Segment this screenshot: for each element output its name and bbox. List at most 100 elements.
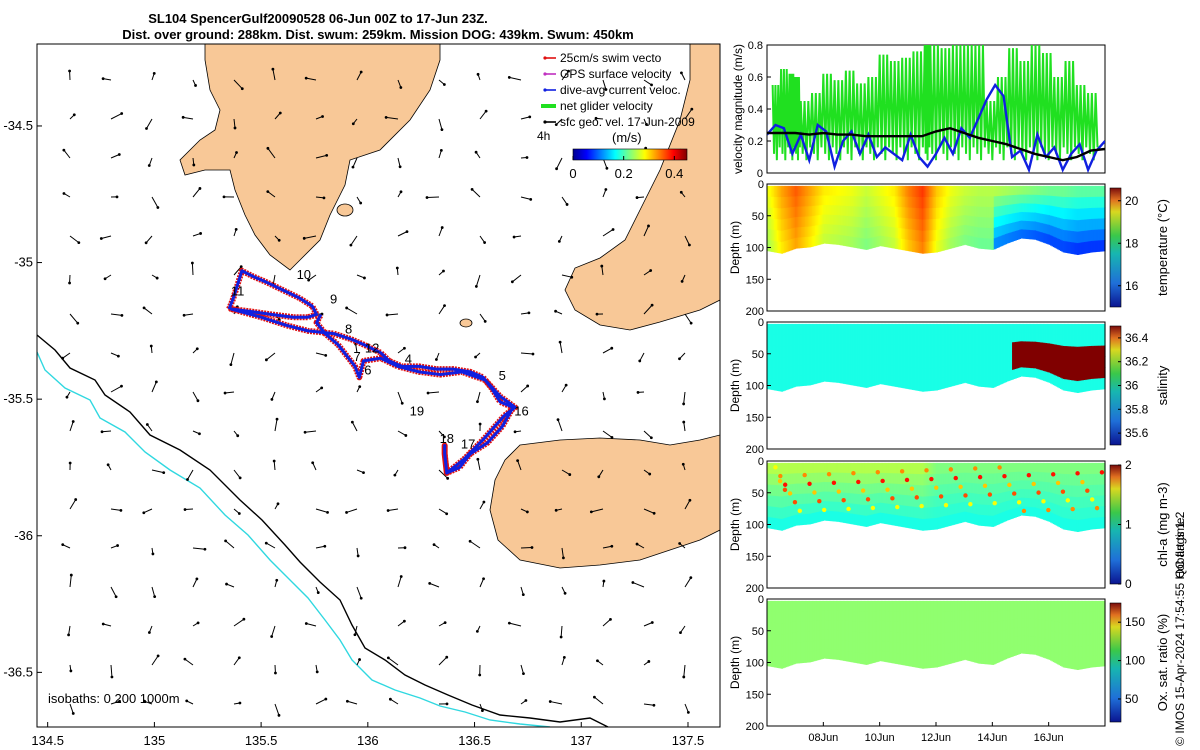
section-cell — [857, 365, 860, 377]
section-cell — [999, 503, 1002, 514]
geo-arrow-head — [605, 166, 609, 170]
section-cell — [792, 505, 795, 517]
section-cell — [1026, 358, 1029, 369]
section-cell — [945, 515, 948, 527]
section-cell — [1083, 507, 1086, 520]
section-cell — [940, 506, 943, 518]
section-cell — [903, 494, 906, 507]
section-cell — [1089, 230, 1092, 242]
section-cell — [831, 333, 834, 344]
section-cell — [1071, 485, 1074, 498]
section-cell — [1055, 494, 1058, 505]
section-cell — [793, 196, 796, 208]
section-cell — [968, 482, 971, 494]
section-cell — [930, 379, 933, 391]
section-cell — [1009, 370, 1012, 381]
section-cell — [851, 196, 854, 207]
section-cell — [926, 474, 929, 486]
section-cell — [952, 185, 955, 197]
section-cell — [1093, 334, 1096, 347]
section-cell — [838, 363, 841, 374]
section-cell — [906, 356, 909, 368]
section-cell — [905, 323, 908, 336]
section-cell — [790, 473, 793, 485]
section-cell — [1040, 323, 1043, 334]
section-cell — [892, 216, 895, 228]
section-cell — [814, 235, 817, 246]
section-cell — [771, 462, 774, 475]
section-cell — [930, 323, 933, 336]
section-cell — [972, 206, 975, 217]
section-cell — [1083, 379, 1086, 392]
section-cell — [882, 354, 885, 365]
geo-arrow-head — [62, 148, 66, 152]
section-cell — [854, 237, 857, 248]
section-cell — [816, 373, 819, 384]
section-cell — [840, 373, 843, 384]
section-cell — [1065, 230, 1068, 242]
section-cell — [954, 364, 957, 376]
section-cell — [912, 367, 915, 380]
section-cell — [837, 224, 840, 236]
section-cell — [1075, 485, 1078, 498]
section-cell — [1026, 350, 1029, 360]
section-cell — [1034, 359, 1037, 369]
section-cell — [1076, 346, 1079, 359]
section-cell — [779, 496, 782, 509]
section-cell — [888, 206, 891, 218]
geo-arrow-head — [351, 122, 355, 126]
section-cell — [845, 225, 848, 237]
section-cell — [1006, 195, 1009, 206]
section-cell — [917, 368, 920, 380]
section-cell — [931, 496, 934, 508]
section-cell — [969, 353, 972, 365]
section-cell — [874, 344, 877, 356]
section-cell — [851, 374, 854, 386]
section-cell — [881, 225, 884, 237]
section-cell — [912, 323, 915, 336]
section-cell — [789, 196, 792, 208]
section-cell — [827, 185, 830, 196]
geo-arrow — [386, 313, 399, 316]
section-cell — [881, 363, 884, 375]
section-cell — [978, 365, 981, 377]
section-cell — [1044, 491, 1047, 502]
section-cell — [1075, 474, 1078, 487]
section-cell — [971, 503, 974, 514]
section-cell — [907, 185, 910, 198]
section-cell — [921, 208, 924, 221]
section-cell — [976, 185, 979, 197]
section-cell — [1040, 204, 1043, 215]
section-cell — [1031, 323, 1034, 334]
geo-arrow-head — [439, 148, 443, 152]
geo-arrow-head — [570, 275, 574, 279]
section-cell — [861, 376, 864, 388]
section-cell — [1055, 196, 1058, 208]
section-cell — [989, 366, 992, 378]
velocity-y-tick-label: 0.2 — [748, 136, 763, 148]
section-cell — [1052, 344, 1055, 355]
section-cell — [805, 493, 808, 505]
section-cell — [1047, 511, 1050, 522]
section-cell — [1020, 341, 1023, 351]
section-cell — [919, 518, 922, 531]
section-cell — [988, 365, 991, 378]
section-cell — [1055, 355, 1058, 366]
section-cell — [1089, 368, 1092, 380]
section-cell — [876, 472, 879, 484]
section-cell — [1071, 496, 1074, 509]
section-cell — [983, 334, 986, 346]
section-cell — [913, 218, 916, 231]
section-cell — [979, 375, 982, 387]
section-cell — [969, 482, 972, 494]
section-cell — [924, 485, 927, 497]
section-cell — [814, 373, 817, 384]
section-cell — [875, 236, 878, 248]
section-cell — [1041, 223, 1044, 233]
section-cell — [928, 518, 931, 531]
section-cell — [796, 237, 799, 249]
section-cell — [1082, 335, 1085, 347]
section-cell — [899, 334, 902, 346]
section-cell — [851, 344, 854, 355]
section-cell — [983, 185, 986, 197]
